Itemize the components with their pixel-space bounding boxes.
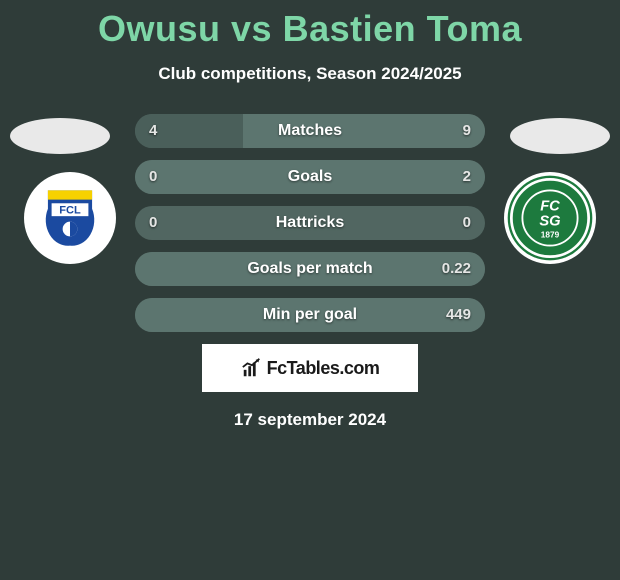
stat-value-left [135, 252, 163, 286]
stat-label: Matches [278, 122, 342, 140]
player-slot-left [10, 118, 110, 154]
brand-text: FcTables.com [267, 358, 380, 379]
fcl-icon: FCL [24, 172, 116, 264]
club-badge-left: FCL [24, 172, 116, 264]
stat-value-right: 0 [449, 206, 485, 240]
fcsg-icon: FC SG 1879 [504, 172, 596, 264]
stat-pill: 0.22 Goals per match [135, 252, 485, 286]
stat-pill: 4 9 Matches [135, 114, 485, 148]
stat-label: Min per goal [263, 306, 357, 324]
stat-label: Goals [288, 168, 332, 186]
stat-pill: 0 0 Hattricks [135, 206, 485, 240]
page-title: Owusu vs Bastien Toma [0, 0, 620, 50]
player-slot-right [510, 118, 610, 154]
brand-box: FcTables.com [202, 344, 418, 392]
stat-value-right: 449 [432, 298, 485, 332]
date-line: 17 september 2024 [0, 410, 620, 430]
svg-text:FCL: FCL [59, 204, 81, 216]
svg-text:1879: 1879 [541, 230, 560, 239]
stat-label: Hattricks [276, 214, 344, 232]
stat-value-right: 0.22 [428, 252, 485, 286]
stat-value-left: 4 [135, 114, 171, 148]
club-badge-right: FC SG 1879 [504, 172, 596, 264]
comparison-panel: FCL FC SG 1879 4 9 Matches 0 2 Goals 0 0 Hattric… [0, 114, 620, 430]
page-subtitle: Club competitions, Season 2024/2025 [0, 64, 620, 84]
stat-value-right: 2 [449, 160, 485, 194]
stat-pill: 449 Min per goal [135, 298, 485, 332]
stat-pill: 0 2 Goals [135, 160, 485, 194]
stat-value-left: 0 [135, 206, 171, 240]
brand-chart-icon [241, 357, 263, 379]
stat-value-left: 0 [135, 160, 171, 194]
stat-label: Goals per match [247, 260, 372, 278]
svg-text:FC: FC [540, 199, 560, 215]
svg-text:SG: SG [539, 213, 560, 229]
stat-value-right: 9 [449, 114, 485, 148]
stat-pills: 4 9 Matches 0 2 Goals 0 0 Hattricks 0.22 Goals per… [135, 114, 485, 332]
stat-value-left [135, 298, 163, 332]
